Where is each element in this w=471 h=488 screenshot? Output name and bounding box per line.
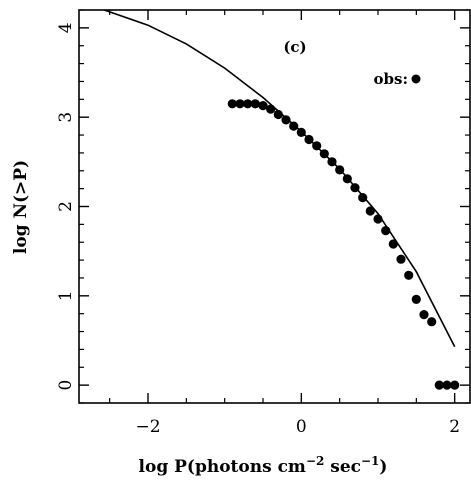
legend-label: obs: — [374, 70, 408, 88]
obs-point — [442, 380, 452, 390]
x-axis-label: log P(photons cm−2 sec−1) — [139, 454, 388, 477]
x-axis-label-main: log P(photons cm — [139, 457, 306, 477]
legend-marker — [411, 74, 421, 84]
obs-point — [227, 99, 237, 109]
obs-point — [358, 193, 368, 203]
obs-point — [434, 380, 444, 390]
x-axis-label-exp2: −1 — [361, 454, 379, 468]
plot-frame — [78, 9, 471, 404]
obs-point — [411, 294, 421, 304]
obs-point — [243, 99, 253, 109]
obs-point — [365, 206, 375, 216]
y-tick-label: 0 — [56, 380, 76, 391]
obs-point — [266, 104, 276, 114]
model-curve — [104, 9, 456, 348]
x-tick-label: −2 — [135, 417, 160, 437]
x-axis-label-exp1: −2 — [306, 454, 324, 468]
x-tick-label: 2 — [449, 417, 460, 437]
obs-point — [419, 310, 429, 320]
x-axis-label-mid: sec — [324, 457, 361, 477]
obs-point — [450, 380, 460, 390]
series-layer — [104, 9, 460, 390]
obs-point — [258, 101, 268, 111]
y-tick-label: 3 — [56, 112, 76, 123]
y-axis-label: log N(>P) — [11, 160, 31, 254]
obs-point — [404, 270, 414, 280]
obs-point — [289, 121, 299, 131]
obs-point — [396, 254, 406, 264]
obs-point — [281, 115, 291, 125]
axis-ticks — [79, 9, 470, 404]
y-tick-label: 1 — [56, 290, 76, 301]
obs-point — [235, 99, 245, 109]
legend: obs: — [374, 70, 421, 88]
y-tick-label: 4 — [56, 22, 76, 33]
obs-point — [250, 99, 260, 109]
x-axis-label-end: ) — [379, 457, 387, 477]
plot-border — [78, 9, 471, 404]
panel-label: (c) — [283, 38, 306, 56]
obs-point — [427, 317, 437, 327]
x-tick-label: 0 — [296, 417, 307, 437]
y-tick-label: 2 — [56, 201, 76, 212]
tick-labels: −2 0 2 0 1 2 3 4 — [56, 22, 460, 437]
